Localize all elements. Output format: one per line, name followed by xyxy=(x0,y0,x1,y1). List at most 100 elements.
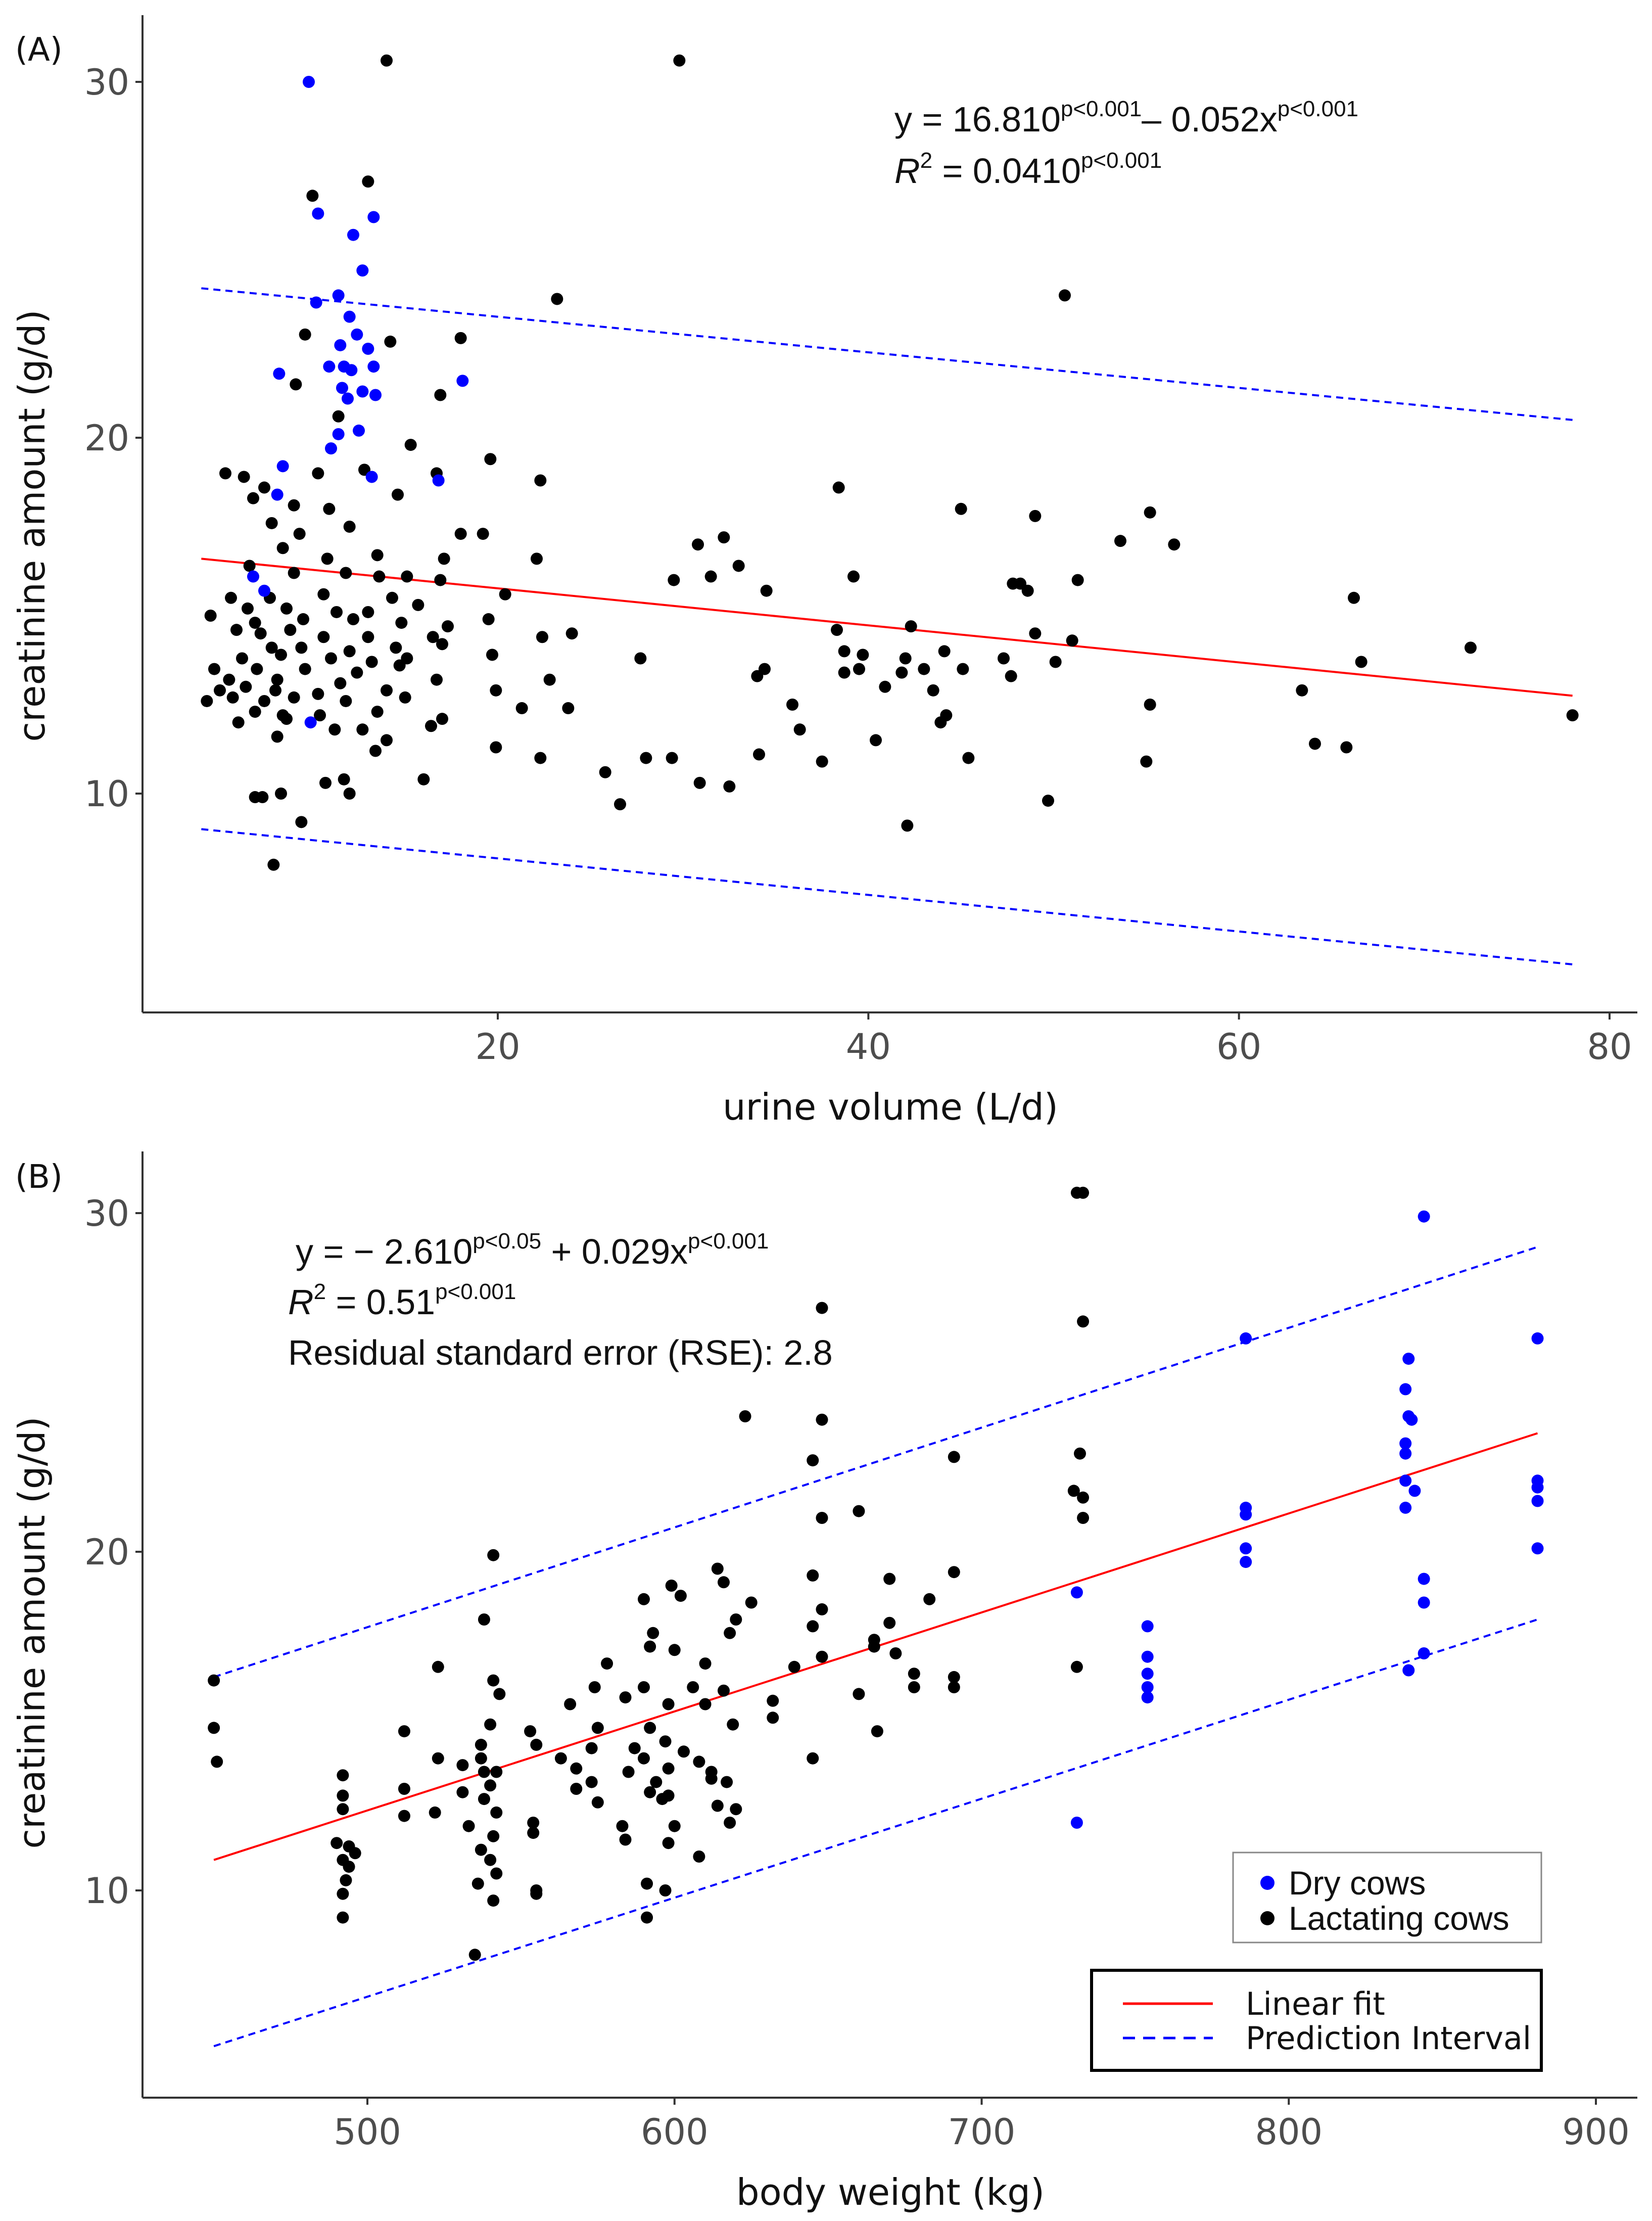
panel-a-point-lactating-cows xyxy=(434,389,447,401)
panel-a-point-lactating-cows xyxy=(1168,538,1181,551)
panel-a-point-dry-cows xyxy=(345,364,358,377)
panel-b-point-lactating-cows xyxy=(816,1650,828,1663)
panel-a-x-tick-label: 40 xyxy=(846,1026,891,1068)
panel-a-point-lactating-cows xyxy=(280,602,293,615)
panel-b-eq-p2: p<0.001 xyxy=(688,1229,769,1254)
panel-a-point-dry-cows xyxy=(247,570,259,583)
panel-b-x-tick-label: 600 xyxy=(641,2111,709,2153)
panel-a-point-lactating-cows xyxy=(288,691,300,704)
panel-b-point-lactating-cows xyxy=(588,1681,601,1693)
panel-a-point-lactating-cows xyxy=(258,481,270,494)
panel-b-point-lactating-cows xyxy=(644,1786,656,1798)
panel-a-point-lactating-cows xyxy=(666,752,678,764)
panel-b-point-lactating-cows xyxy=(693,1755,705,1768)
panel-a-point-lactating-cows xyxy=(490,684,502,697)
panel-a-point-dry-cows xyxy=(303,76,315,88)
panel-a-point-lactating-cows xyxy=(334,677,347,689)
panel-a-point-dry-cows xyxy=(356,385,369,398)
panel-b-point-lactating-cows xyxy=(554,1752,567,1765)
panel-a-point-dry-cows xyxy=(323,360,336,373)
panel-a-point-lactating-cows xyxy=(1355,656,1367,668)
panel-a-point-lactating-cows xyxy=(857,649,869,661)
panel-a-point-lactating-cows xyxy=(536,631,548,643)
panel-a-point-lactating-cows xyxy=(515,702,528,715)
panel-a-point-lactating-cows xyxy=(847,570,860,583)
panel-b-point-lactating-cows xyxy=(816,1302,828,1314)
panel-a-point-lactating-cows xyxy=(490,741,502,754)
panel-a-point-dry-cows xyxy=(325,442,337,455)
panel-a-point-lactating-cows xyxy=(256,791,269,804)
panel-a-point-lactating-cows xyxy=(317,631,330,643)
panel-b-point-dry-cows xyxy=(1240,1508,1252,1521)
panel-a-point-lactating-cows xyxy=(275,649,287,661)
panel-a-point-lactating-cows xyxy=(331,606,343,618)
panel-b-point-lactating-cows xyxy=(717,1684,730,1697)
panel-a-point-lactating-cows xyxy=(442,620,454,633)
panel-b-points-legend: Dry cows Lactating cows xyxy=(1232,1852,1542,1944)
panel-a-point-lactating-cows xyxy=(214,684,226,697)
panel-a-point-lactating-cows xyxy=(249,706,261,718)
panel-a-point-dry-cows xyxy=(356,264,369,277)
panel-b-point-dry-cows xyxy=(1418,1210,1430,1223)
panel-a-point-lactating-cows xyxy=(201,695,213,707)
panel-a-point-lactating-cows xyxy=(258,695,270,707)
panel-b: (B) creatinine amount (g/d) body weight … xyxy=(11,1151,1637,2213)
panel-a-point-lactating-cows xyxy=(732,560,745,572)
panel-b-point-lactating-cows xyxy=(883,1572,896,1585)
panel-a-point-dry-cows xyxy=(342,392,354,405)
panel-a-point-lactating-cows xyxy=(838,666,851,679)
panel-a-point-lactating-cows xyxy=(314,709,326,722)
panel-a-point-lactating-cows xyxy=(551,293,563,305)
panel-a-point-lactating-cows xyxy=(962,752,975,764)
panel-b-point-lactating-cows xyxy=(343,1861,355,1873)
panel-a-r2-exp: 2 xyxy=(920,148,932,173)
panel-a-point-dry-cows xyxy=(304,716,317,729)
panel-a-point-lactating-cows xyxy=(401,570,413,583)
panel-b-point-lactating-cows xyxy=(711,1562,724,1575)
panel-b-point-lactating-cows xyxy=(665,1580,678,1592)
panel-a-point-lactating-cows xyxy=(243,560,256,572)
panel-a-point-lactating-cows xyxy=(482,613,495,626)
panel-a-point-lactating-cows xyxy=(323,502,336,515)
panel-a-point-lactating-cows xyxy=(340,567,352,579)
panel-a-point-lactating-cows xyxy=(1340,741,1353,754)
panel-a-point-lactating-cows xyxy=(704,570,717,583)
panel-b-point-lactating-cows xyxy=(468,1949,481,1961)
panel-a-point-lactating-cows xyxy=(362,631,374,643)
panel-a-point-lactating-cows xyxy=(325,652,337,665)
panel-b-point-lactating-cows xyxy=(1077,1315,1090,1328)
panel-b-point-lactating-cows xyxy=(429,1806,441,1819)
panel-b-point-lactating-cows xyxy=(591,1722,604,1734)
panel-b-point-dry-cows xyxy=(1141,1681,1154,1693)
panel-b-point-lactating-cows xyxy=(644,1640,656,1653)
panel-b-point-lactating-cows xyxy=(619,1691,632,1704)
panel-a-point-lactating-cows xyxy=(436,713,448,725)
panel-a-point-lactating-cows xyxy=(321,552,334,565)
panel-b-point-lactating-cows xyxy=(739,1410,751,1422)
panel-a-point-lactating-cows xyxy=(365,656,378,668)
panel-a-point-lactating-cows xyxy=(293,528,306,540)
panel-a-point-dry-cows xyxy=(343,310,356,323)
panel-a-point-lactating-cows xyxy=(751,670,764,682)
panel-a-point-lactating-cows xyxy=(436,638,448,651)
panel-a-eq-p2: p<0.001 xyxy=(1278,97,1358,121)
panel-b-point-lactating-cows xyxy=(208,1674,220,1687)
panel-a-point-lactating-cows xyxy=(1049,656,1062,668)
panel-a-point-lactating-cows xyxy=(328,723,341,736)
panel-a-point-lactating-cows xyxy=(381,54,393,67)
panel-a-equation: y = 16.810p<0.001– 0.052xp<0.001 xyxy=(894,97,1358,139)
panel-b-point-lactating-cows xyxy=(807,1620,819,1633)
panel-a-point-lactating-cows xyxy=(340,695,352,707)
panel-b-point-dry-cows xyxy=(1402,1353,1415,1365)
panel-a-point-lactating-cows xyxy=(1066,634,1078,647)
panel-a-point-lactating-cows xyxy=(427,631,439,643)
panel-a-point-dry-cows xyxy=(353,424,365,437)
panel-a-y-ticks: 10 20 30 xyxy=(84,62,143,815)
panel-a-point-lactating-cows xyxy=(223,673,235,686)
panel-b-point-lactating-cows xyxy=(530,1887,543,1900)
panel-b-point-lactating-cows xyxy=(693,1850,705,1863)
panel-a-point-lactating-cows xyxy=(565,627,578,640)
panel-a-point-lactating-cows xyxy=(226,691,239,704)
panel-a-point-lactating-cows xyxy=(640,752,652,764)
